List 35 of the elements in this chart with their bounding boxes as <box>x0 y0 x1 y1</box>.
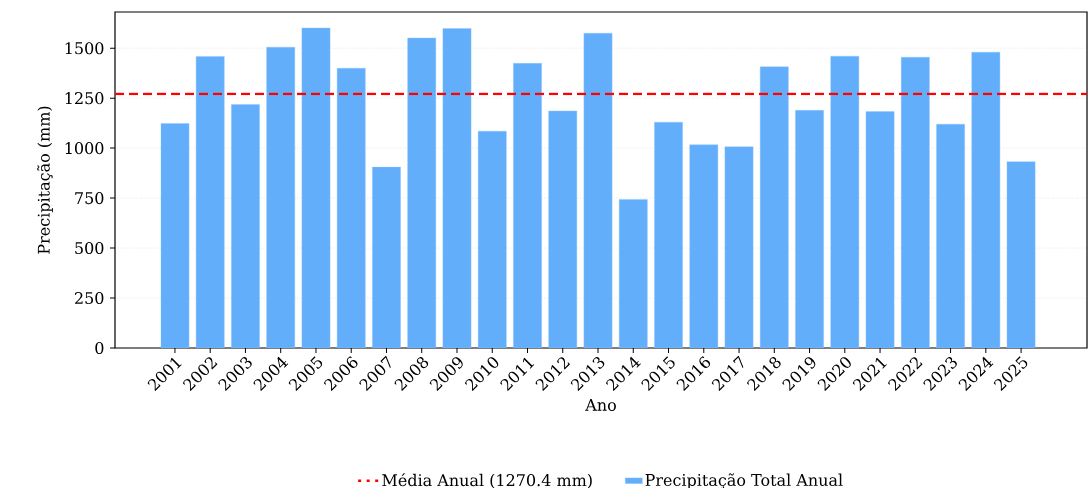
bar <box>160 123 190 348</box>
bar <box>442 28 472 348</box>
bar <box>689 144 719 348</box>
y-tick-label: 500 <box>75 242 104 255</box>
bar <box>936 123 965 348</box>
bar <box>759 66 789 348</box>
y-tick-label: 1250 <box>65 92 104 105</box>
legend-label: Média Anual (1270.4 mm) <box>382 473 592 488</box>
bar <box>231 104 260 348</box>
y-tick-label: 0 <box>95 341 104 355</box>
bar <box>513 63 542 348</box>
bar <box>654 121 683 348</box>
bar <box>795 110 824 348</box>
bar <box>1006 161 1036 348</box>
bar <box>971 51 1001 348</box>
bar <box>830 55 860 348</box>
bar <box>618 199 648 348</box>
y-tick-label: 750 <box>75 192 104 205</box>
bar <box>266 46 296 348</box>
bar <box>724 146 754 348</box>
bar <box>372 166 401 348</box>
y-tick-label: 1000 <box>65 142 104 155</box>
bar <box>407 37 437 348</box>
bar <box>865 111 895 348</box>
bar <box>477 130 507 348</box>
bar <box>583 32 613 348</box>
y-tick-label: 1500 <box>65 42 104 55</box>
bar <box>901 56 930 348</box>
bar <box>548 110 578 348</box>
y-tick-label: 250 <box>75 291 104 305</box>
bar <box>195 56 225 348</box>
y-axis-title: Precipitação (mm) <box>37 106 53 254</box>
bar <box>301 27 331 348</box>
x-axis-title: Ano <box>585 398 616 411</box>
bar <box>336 67 366 348</box>
